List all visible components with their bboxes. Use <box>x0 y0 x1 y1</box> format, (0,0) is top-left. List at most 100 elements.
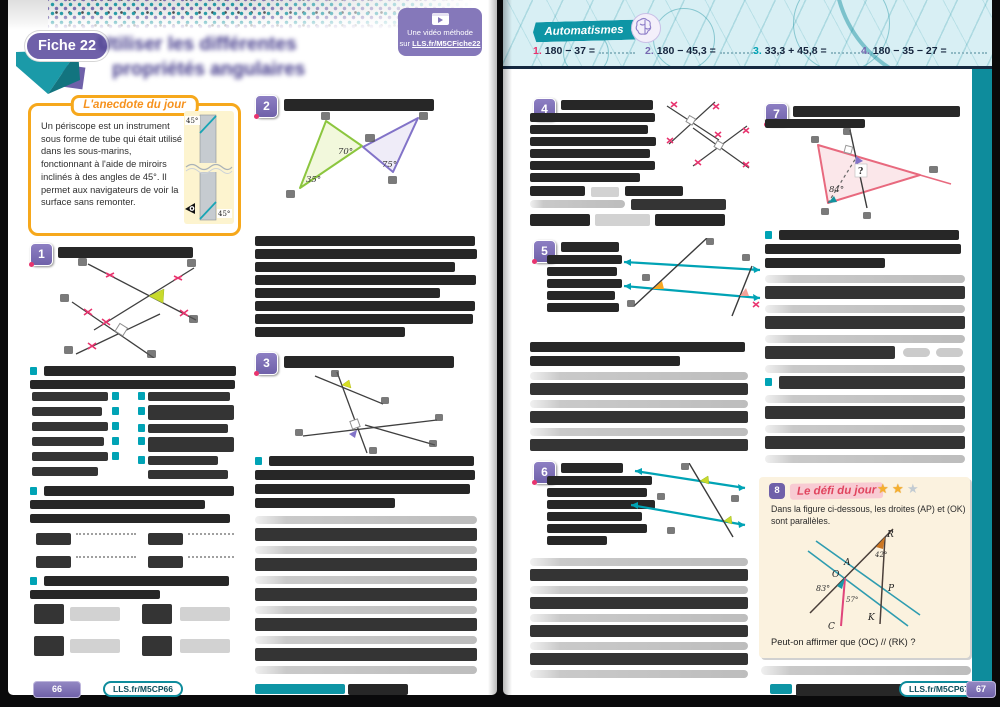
defi-du-jour-box: 8 Le défi du jour ★ ★ ★ Dans la figure c… <box>759 477 970 658</box>
angle-70: 70° <box>338 147 353 157</box>
decor <box>635 468 642 475</box>
defi-question: Peut-on affirmer que (OC) // (RK) ? <box>771 637 916 647</box>
redacted-text <box>30 380 235 389</box>
decor <box>634 469 746 490</box>
redacted-text <box>148 424 228 433</box>
automatisme-3: 3. 33,3 + 45,8 = <box>753 44 867 57</box>
star-icon: ★ <box>877 481 889 496</box>
list-bullet <box>30 577 37 585</box>
redacted-text <box>255 288 440 298</box>
automatisme-1: 1. 180 − 37 = <box>533 44 635 57</box>
decor <box>843 128 851 135</box>
decor <box>740 288 749 296</box>
redacted-text <box>32 452 108 461</box>
redacted-text <box>34 636 64 656</box>
decor <box>299 120 363 189</box>
decor <box>714 131 722 138</box>
decor <box>843 144 854 155</box>
redacted-text <box>148 556 183 568</box>
decor <box>738 521 745 528</box>
answer-box <box>70 607 120 621</box>
list-bullet <box>138 407 145 415</box>
decor <box>879 536 886 625</box>
decor <box>681 463 689 470</box>
redacted-text <box>32 392 108 401</box>
left-footer-link[interactable]: LLS.fr/M5CP66 <box>103 681 183 697</box>
answer-line <box>530 586 748 594</box>
decor <box>731 265 753 317</box>
answer-box <box>180 639 230 653</box>
decor <box>666 101 750 168</box>
list-bullet <box>112 437 119 445</box>
list-bullet <box>138 456 145 464</box>
decor <box>837 578 845 589</box>
redacted-text <box>32 437 104 446</box>
redacted-text <box>547 255 622 264</box>
decor <box>362 117 419 173</box>
decor <box>78 258 87 266</box>
automatismes-title: Automatismes <box>533 20 635 43</box>
decor: 5 <box>541 244 548 258</box>
anecdote-title: L'anecdote du jour <box>70 95 199 116</box>
decor <box>437 17 443 23</box>
decor <box>688 463 734 538</box>
decor: R A O P K C <box>828 530 895 632</box>
answer-line <box>765 455 965 463</box>
decor <box>811 128 938 219</box>
redacted-text <box>284 99 434 111</box>
decor <box>624 259 631 266</box>
automatisme-2: 2. 180 − 45,3 = <box>645 44 756 57</box>
exercise-7-figure: ? 84° <box>811 128 952 219</box>
answer-line <box>255 576 477 584</box>
answer-box <box>180 607 230 621</box>
decor <box>635 17 652 35</box>
decor: 2 <box>263 99 270 113</box>
decor <box>431 13 449 16</box>
decor <box>369 447 377 454</box>
redacted-text <box>796 684 908 696</box>
redacted-text <box>148 392 230 401</box>
decor <box>71 301 155 358</box>
decor <box>807 550 909 627</box>
decor <box>738 484 745 491</box>
video-link[interactable]: LLS.fr/M5CFiche22 <box>412 39 481 48</box>
redacted-text <box>255 236 475 246</box>
redacted-text <box>530 149 650 158</box>
answer-line <box>765 425 965 433</box>
answer-line <box>765 395 965 403</box>
angle-84: 84° <box>829 185 844 195</box>
corner-shape-decoration <box>16 50 86 94</box>
decor <box>623 260 761 272</box>
redacted-text <box>30 500 205 509</box>
redacted-text <box>255 558 477 571</box>
redacted-text <box>44 486 234 496</box>
answer-line <box>255 666 477 674</box>
redacted-text <box>530 214 590 226</box>
answer-line <box>765 275 965 283</box>
redacted-text <box>255 528 477 541</box>
decor <box>653 281 664 289</box>
redacted-text <box>547 488 647 497</box>
decor <box>627 300 635 307</box>
redacted-text <box>255 301 475 311</box>
decor <box>60 258 198 358</box>
redacted-text <box>284 356 454 368</box>
automatisme-4: 4. 180 − 35 − 27 = <box>861 44 987 57</box>
exercise-5-figure <box>623 238 761 317</box>
decor <box>217 209 232 218</box>
decor <box>302 371 438 454</box>
right-footer-link[interactable]: LLS.fr/M5CP67 <box>899 681 979 697</box>
redacted-text <box>530 653 748 665</box>
redacted-text <box>765 346 895 359</box>
decor <box>809 528 894 614</box>
answer-line <box>765 365 965 373</box>
redacted-text <box>547 267 617 276</box>
point-P: P <box>887 584 895 594</box>
list-bullet <box>138 392 145 400</box>
redacted-text <box>530 113 655 122</box>
redacted-text <box>32 467 98 476</box>
list-bullet <box>112 452 119 460</box>
redacted-text <box>547 512 642 521</box>
redacted-text <box>530 173 640 182</box>
list-bullet <box>30 487 37 495</box>
